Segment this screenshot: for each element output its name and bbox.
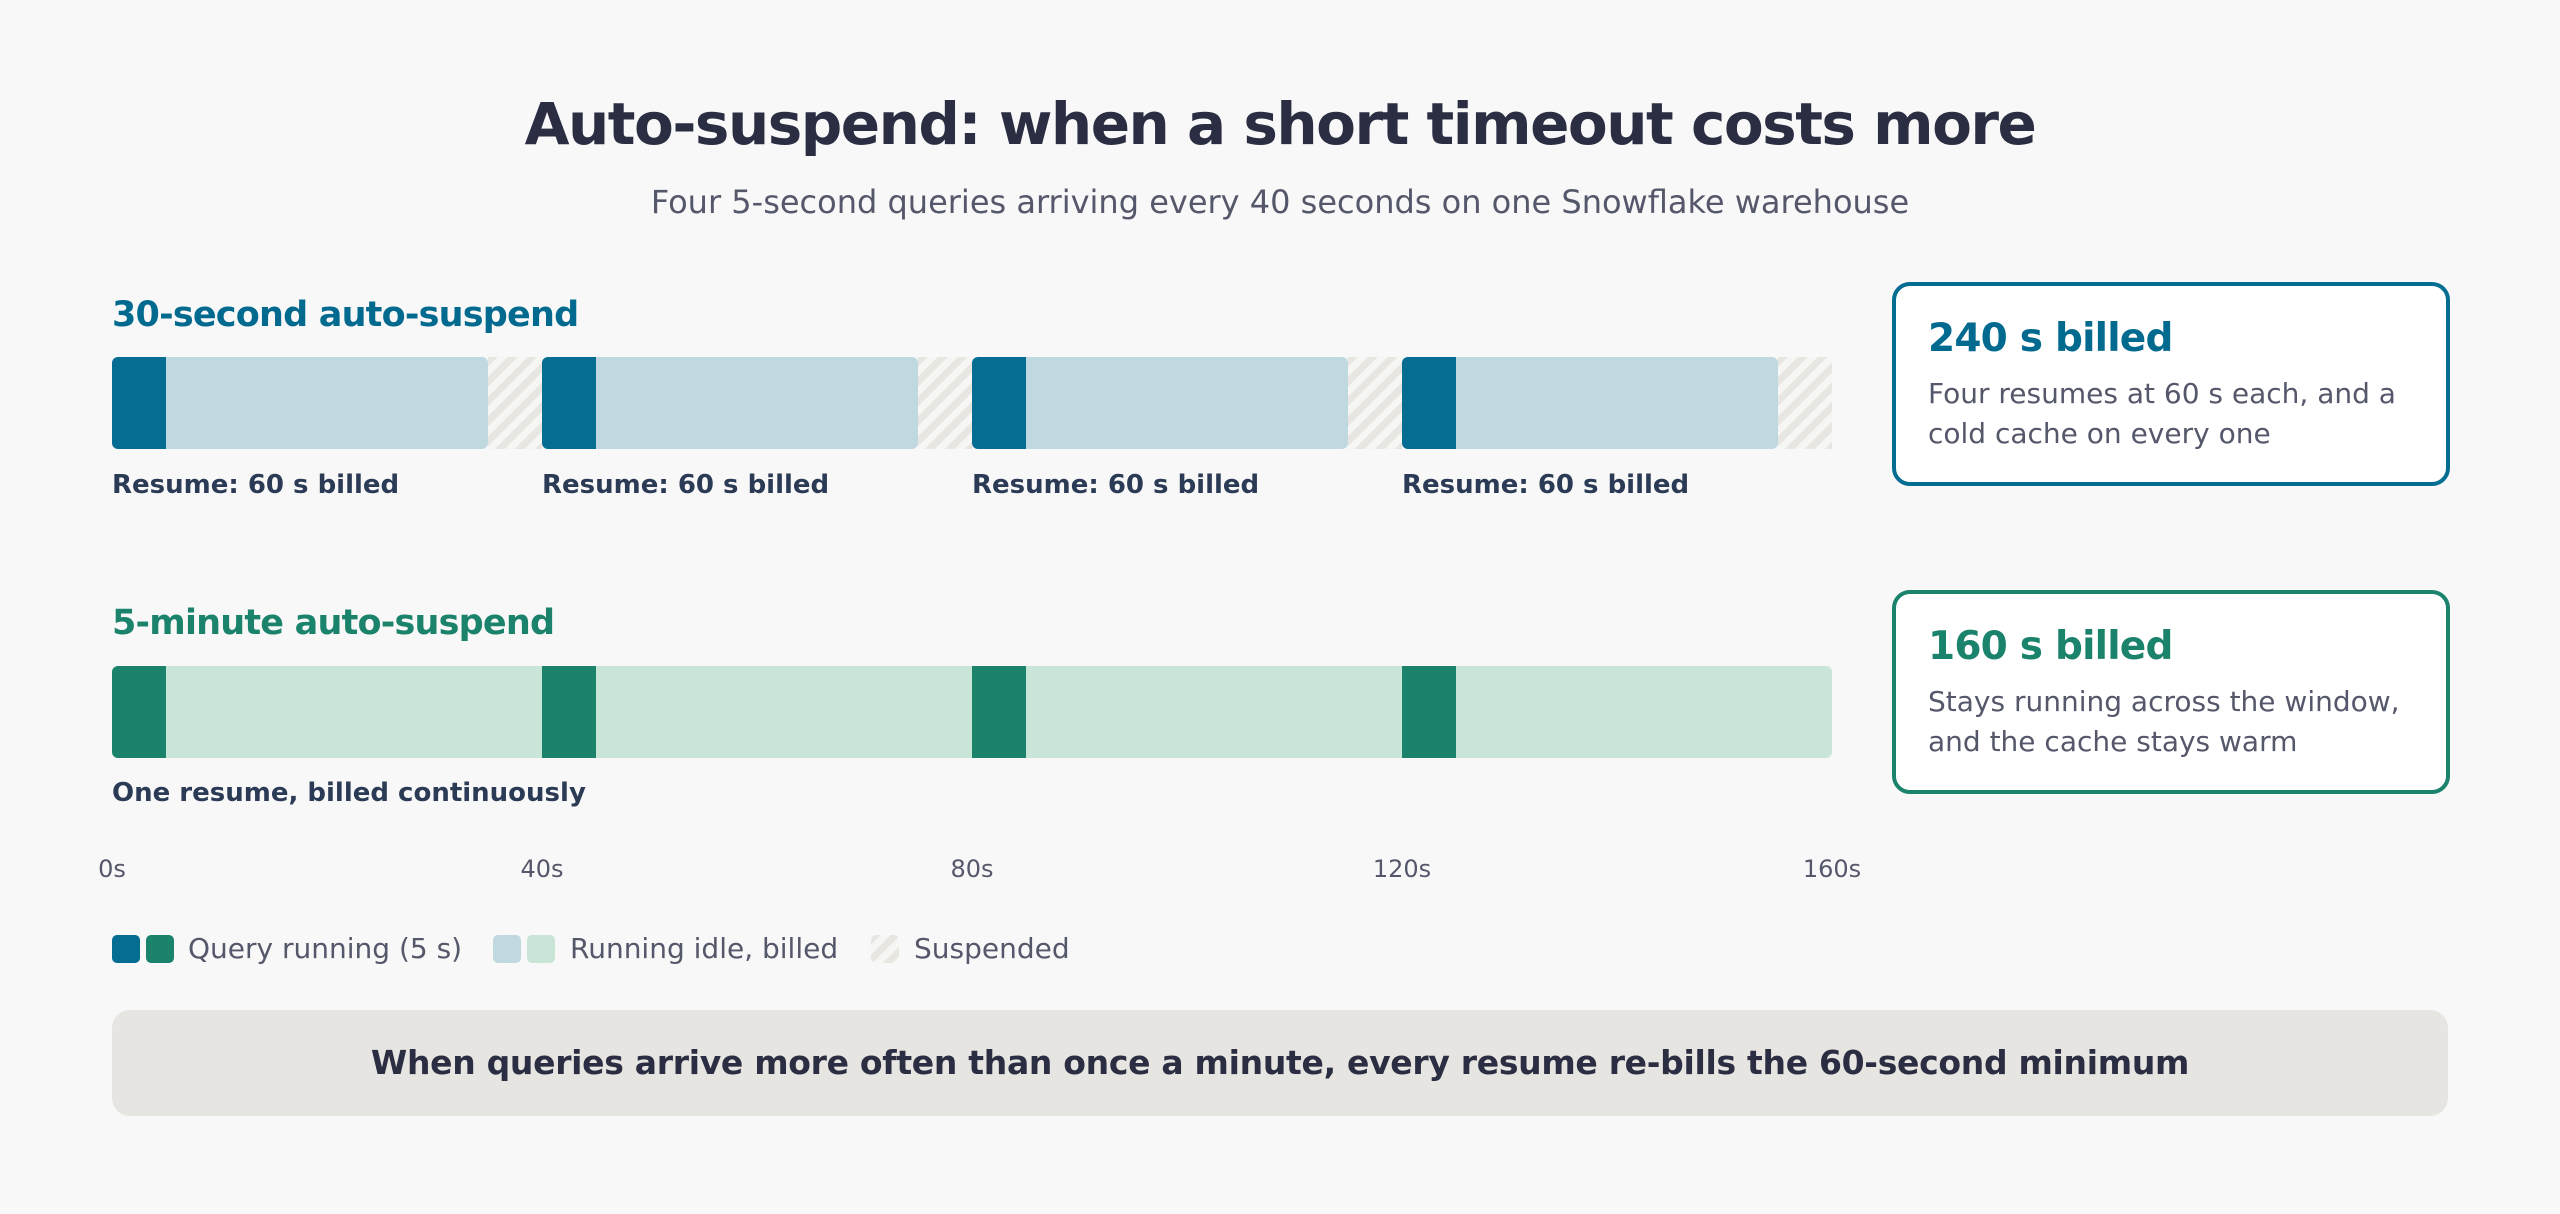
legend-swatch-suspended (871, 935, 899, 963)
timeline-30s-idle-segment (1455, 357, 1779, 449)
timeline-5min-track (112, 666, 1832, 758)
resume-label: Resume: 60 s billed (542, 470, 830, 500)
timeline-30s-track (112, 357, 1832, 449)
timeline-30s-run-segment (112, 357, 166, 449)
timeline-5min-label: 5-minute auto-suspend (112, 603, 555, 643)
legend-label-query-running: Query running (5 s) (188, 932, 463, 965)
timeline-5min-idle-segment (1455, 666, 1832, 758)
summary-card-5min: 160 s billed Stays running across the wi… (1892, 590, 2450, 794)
legend-swatch-running-blue (112, 935, 140, 963)
timeline-5min-run-segment (112, 666, 166, 758)
timeline-30s-idle-segment (595, 357, 919, 449)
legend-swatch-idle-blue (493, 935, 521, 963)
axis-tick-label: 40s (520, 855, 564, 883)
axis-tick-label: 80s (950, 855, 994, 883)
summary-card-5min-title: 160 s billed (1928, 624, 2173, 669)
axis-tick-label: 0s (98, 855, 126, 883)
timeline-5min-idle-segment (1025, 666, 1402, 758)
summary-card-30s-body: Four resumes at 60 s each, and a cold ca… (1928, 377, 2396, 450)
axis-tick-label: 120s (1372, 855, 1432, 883)
timeline-5min-run-segment (542, 666, 596, 758)
timeline-30s-suspended-segment (1348, 357, 1402, 449)
resume-label: Resume: 60 s billed (1402, 470, 1690, 500)
timeline-5min-run-segment (1402, 666, 1456, 758)
timeline-30s-suspended-segment (918, 357, 972, 449)
resume-label: Resume: 60 s billed (112, 470, 400, 500)
legend-swatch-idle-green (527, 935, 555, 963)
summary-card-30s-title: 240 s billed (1928, 316, 2173, 361)
summary-card-5min-body: Stays running across the window, and the… (1928, 685, 2400, 758)
axis-tick-label: 160s (1802, 855, 1862, 883)
timeline-5min-idle-segment (165, 666, 542, 758)
legend-label-running-idle: Running idle, billed (570, 932, 839, 965)
chart-title: Auto-suspend: when a short timeout costs… (524, 90, 2037, 158)
resume-label: Resume: 60 s billed (972, 470, 1260, 500)
timeline-5min-run-segment (972, 666, 1026, 758)
summary-card-30s: 240 s billed Four resumes at 60 s each, … (1892, 282, 2450, 486)
timeline-30s-suspended-segment (1778, 357, 1832, 449)
chart-subtitle: Four 5-second queries arriving every 40 … (650, 183, 1910, 221)
timeline-30s-run-segment (542, 357, 596, 449)
legend-label-suspended: Suspended (914, 932, 1070, 965)
timeline-30s-label: 30-second auto-suspend (112, 295, 579, 335)
timeline-30s-run-segment (1402, 357, 1456, 449)
timeline-5min-note: One resume, billed continuously (112, 778, 586, 808)
footer-callout: When queries arrive more often than once… (112, 1010, 2448, 1116)
legend-swatch-running-green (146, 935, 174, 963)
timeline-5min-idle-segment (595, 666, 972, 758)
timeline-30s-idle-segment (165, 357, 489, 449)
timeline-30s-idle-segment (1025, 357, 1349, 449)
timeline-30s-suspended-segment (488, 357, 542, 449)
timeline-30s-run-segment (972, 357, 1026, 449)
